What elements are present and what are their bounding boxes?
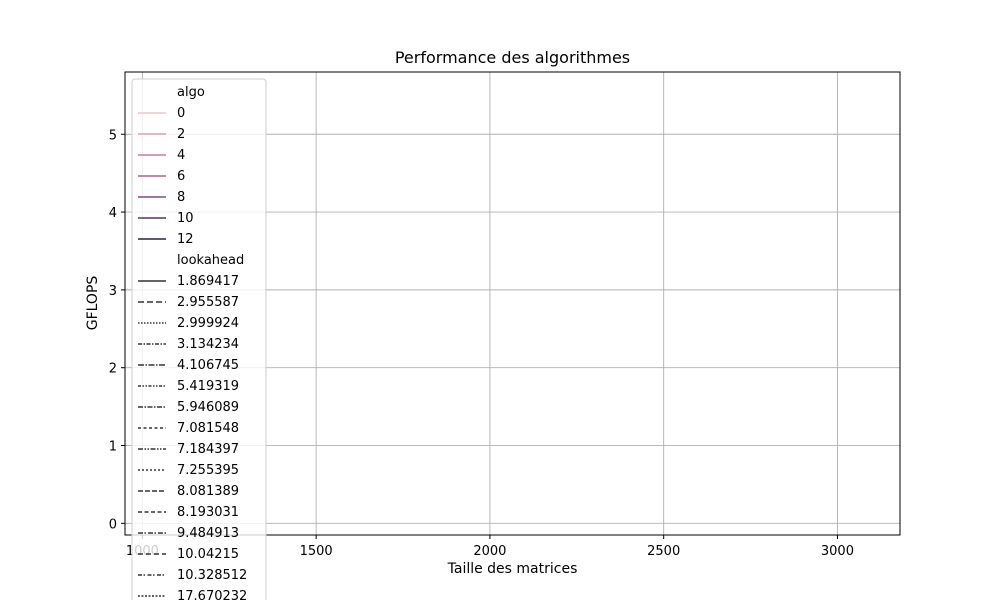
y-tick-label: 4 xyxy=(109,206,117,221)
legend-label: 10.04215 xyxy=(177,547,239,562)
x-tick-label: 3000 xyxy=(821,544,854,559)
legend-label: 2 xyxy=(177,127,185,142)
x-tick-label: 2000 xyxy=(473,544,506,559)
y-tick-label: 5 xyxy=(109,128,117,143)
x-axis-label: Taille des matrices xyxy=(447,561,578,577)
y-tick-label: 1 xyxy=(109,440,117,455)
legend-label: 6 xyxy=(177,169,185,184)
legend-label: 10 xyxy=(177,211,194,226)
legend-label: 8 xyxy=(177,190,185,205)
y-axis-label: GFLOPS xyxy=(85,275,101,331)
legend-label: 17.670232 xyxy=(177,589,247,600)
legend-label: 7.081548 xyxy=(177,421,239,436)
y-tick-label: 2 xyxy=(109,362,117,377)
legend-label: 8.193031 xyxy=(177,505,239,520)
y-tick-label: 3 xyxy=(109,284,117,299)
x-tick-label: 1500 xyxy=(300,544,333,559)
legend-label: 7.184397 xyxy=(177,442,239,457)
legend-label: 10.328512 xyxy=(177,568,247,583)
legend-label: 8.081389 xyxy=(177,484,239,499)
legend-label: 7.255395 xyxy=(177,463,239,478)
legend-label: 2.955587 xyxy=(177,295,239,310)
legend-label: 5.419319 xyxy=(177,379,239,394)
legend-label: 2.999924 xyxy=(177,316,239,331)
legend-label: 5.946089 xyxy=(177,400,239,415)
legend-label: 3.134234 xyxy=(177,337,239,352)
x-tick-label: 2500 xyxy=(647,544,680,559)
legend-title: algo xyxy=(177,85,205,100)
chart-title: Performance des algorithmes xyxy=(394,48,631,67)
legend-label: 0 xyxy=(177,106,185,121)
legend-box xyxy=(131,78,267,600)
y-tick-label: 0 xyxy=(109,517,117,532)
legend-title: lookahead xyxy=(177,253,244,268)
plot-frame xyxy=(124,71,901,536)
legend-label: 12 xyxy=(177,232,194,247)
legend-label: 4 xyxy=(177,148,185,163)
legend-label: 1.869417 xyxy=(177,274,239,289)
legend-label: 9.484913 xyxy=(177,526,239,541)
legend-label: 4.106745 xyxy=(177,358,239,373)
